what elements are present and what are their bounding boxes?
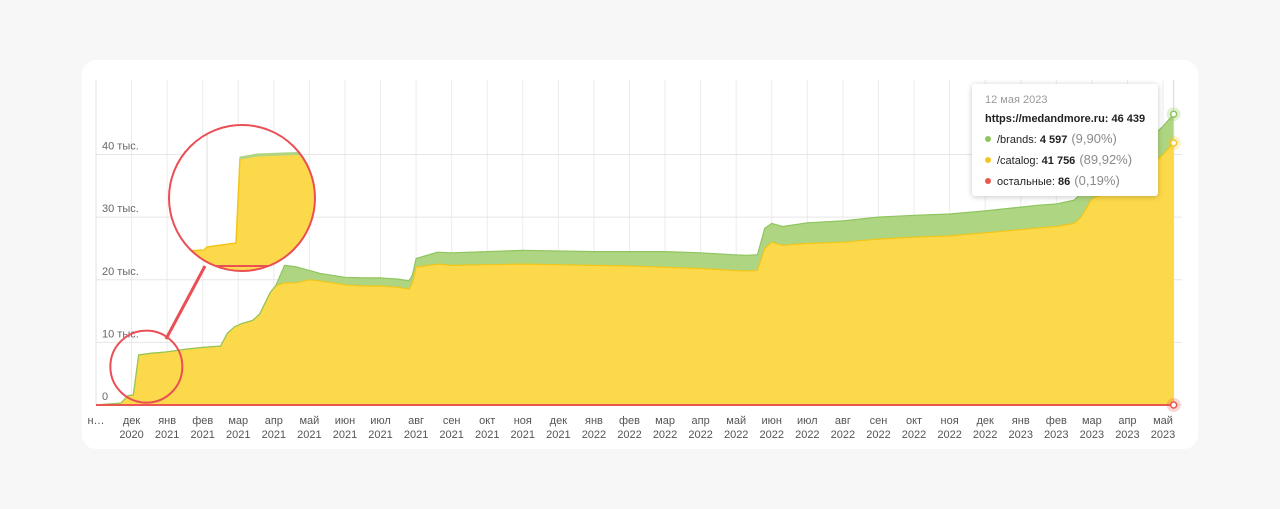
x-tick-month: фев <box>192 415 213 427</box>
x-tick-year: 2022 <box>902 429 926 441</box>
x-tick-year: 2021 <box>475 429 499 441</box>
x-tick-year: 2022 <box>724 429 748 441</box>
x-tick-year: 2021 <box>511 429 535 441</box>
x-tick-month: авг <box>835 415 851 427</box>
x-tick-month: янв <box>158 415 176 427</box>
x-tick-month: сен <box>443 415 461 427</box>
annotation-large-circle <box>168 124 316 272</box>
series-catalog-area <box>96 143 1174 405</box>
x-tick-year: 2022 <box>795 429 819 441</box>
x-tick-year: 2022 <box>831 429 855 441</box>
x-tick-month: сен <box>870 415 888 427</box>
brands-point <box>1169 110 1178 118</box>
annotation-small-circle <box>109 329 184 404</box>
series-brands-line <box>95 113 1175 406</box>
x-tick-month: авг <box>408 415 424 427</box>
y-tick-label: 40 тыс. <box>102 141 139 153</box>
x-tick-year: 2020 <box>119 429 143 441</box>
x-tick-year: 2021 <box>190 429 214 441</box>
x-tick-month: июн <box>762 415 782 427</box>
x-tick-year: 2023 <box>1115 429 1139 441</box>
tooltip-row-label: /catalog: <box>997 155 1039 167</box>
x-tick-year: 2022 <box>582 429 606 441</box>
x-tick-month: апр <box>1118 415 1136 427</box>
y-tick-label: 30 тыс. <box>102 203 139 215</box>
x-tick-year: 2021 <box>546 429 570 441</box>
x-tick-month: май <box>1153 415 1173 427</box>
x-tick-year: 2022 <box>653 429 677 441</box>
x-tick-month: июн <box>335 415 355 427</box>
x-tick-year: 2022 <box>866 429 890 441</box>
x-tick-month: мар <box>228 415 248 427</box>
catalog-dot-icon <box>985 157 991 163</box>
x-tick-month: май <box>726 415 746 427</box>
x-tick-month: фев <box>619 415 640 427</box>
x-tick-month: ноя <box>514 415 532 427</box>
x-tick-year: 2022 <box>937 429 961 441</box>
catalog-point <box>1169 139 1178 147</box>
x-tick-month: янв <box>1012 415 1030 427</box>
x-tick-month: май <box>299 415 319 427</box>
x-tick-year: 2022 <box>973 429 997 441</box>
x-tick-year: 2021 <box>333 429 357 441</box>
x-tick-year: 2023 <box>1151 429 1175 441</box>
x-tick-month: ноя <box>941 415 959 427</box>
series-brands-area <box>96 114 1174 405</box>
x-tick-year: 2021 <box>297 429 321 441</box>
x-tick-month: н… <box>87 415 104 427</box>
tooltip-date: 12 мая 2023 <box>985 94 1048 106</box>
annotation-zoom-content <box>169 125 315 271</box>
annotation-connector <box>164 265 207 340</box>
tooltip-row-pct: (89,92%) <box>1079 152 1133 167</box>
x-tick-year: 2021 <box>155 429 179 441</box>
tooltip-site-value: 46 439 <box>1111 113 1146 125</box>
x-tick-month: дек <box>976 415 994 427</box>
tooltip-row-pct: (9,90%) <box>1071 131 1117 146</box>
x-tick-year: 2023 <box>1080 429 1104 441</box>
x-tick-year: 2023 <box>1008 429 1032 441</box>
y-tick-label: 10 тыс. <box>102 328 139 340</box>
tooltip-row-catalog: /catalog: 41 756 (89,92%) <box>985 152 1132 167</box>
x-tick-year: 2021 <box>262 429 286 441</box>
x-tick-month: окт <box>906 415 922 427</box>
x-tick-month: мар <box>655 415 675 427</box>
x-tick-year: 2021 <box>368 429 392 441</box>
tooltip-row-label: /brands: <box>997 134 1037 146</box>
other-dot-icon <box>985 178 991 184</box>
x-tick-year: 2021 <box>439 429 463 441</box>
stacked-area-chart[interactable]: 0 10 тыс. 20 тыс. 30 тыс. 40 тыс. н… дек 2020 ян… <box>82 60 1198 449</box>
tooltip-row-value: 4 597 <box>1039 134 1068 146</box>
x-tick-year: 2023 <box>1044 429 1068 441</box>
tooltip-row-label: остальные: <box>997 176 1055 188</box>
x-tick-month: дек <box>550 415 568 427</box>
tooltip-site: https://medandmore.ru: <box>985 113 1109 125</box>
y-tick-label: 20 тыс. <box>102 266 139 278</box>
y-tick-label: 0 <box>102 391 108 403</box>
x-tick-month: мар <box>1082 415 1102 427</box>
tooltip-row-value: 41 756 <box>1041 155 1076 167</box>
x-tick-month: фев <box>1046 415 1067 427</box>
x-tick-month: окт <box>479 415 495 427</box>
x-tick-month: дек <box>123 415 141 427</box>
tooltip-row-brands: /brands: 4 597 (9,90%) <box>985 131 1117 146</box>
x-tick-month: июл <box>797 415 818 427</box>
x-tick-year: 2022 <box>760 429 784 441</box>
x-tick-month: янв <box>585 415 603 427</box>
other-point <box>1169 401 1178 409</box>
tooltip-row-value: 86 <box>1058 176 1071 188</box>
x-tick-year: 2022 <box>617 429 641 441</box>
tooltip-total: https://medandmore.ru: 46 439 <box>985 113 1145 125</box>
brands-dot-icon <box>985 136 991 142</box>
x-tick-month: апр <box>692 415 710 427</box>
tooltip-row-pct: (0,19%) <box>1074 173 1120 188</box>
chart-tooltip: 12 мая 2023 https://medandmore.ru: 46 43… <box>972 84 1158 196</box>
x-tick-year: 2022 <box>688 429 712 441</box>
x-tick-month: июл <box>370 415 391 427</box>
x-tick-year: 2021 <box>404 429 428 441</box>
x-tick-year: 2021 <box>226 429 250 441</box>
tooltip-row-other: остальные: 86 (0,19%) <box>985 173 1120 188</box>
x-tick-month: апр <box>265 415 283 427</box>
